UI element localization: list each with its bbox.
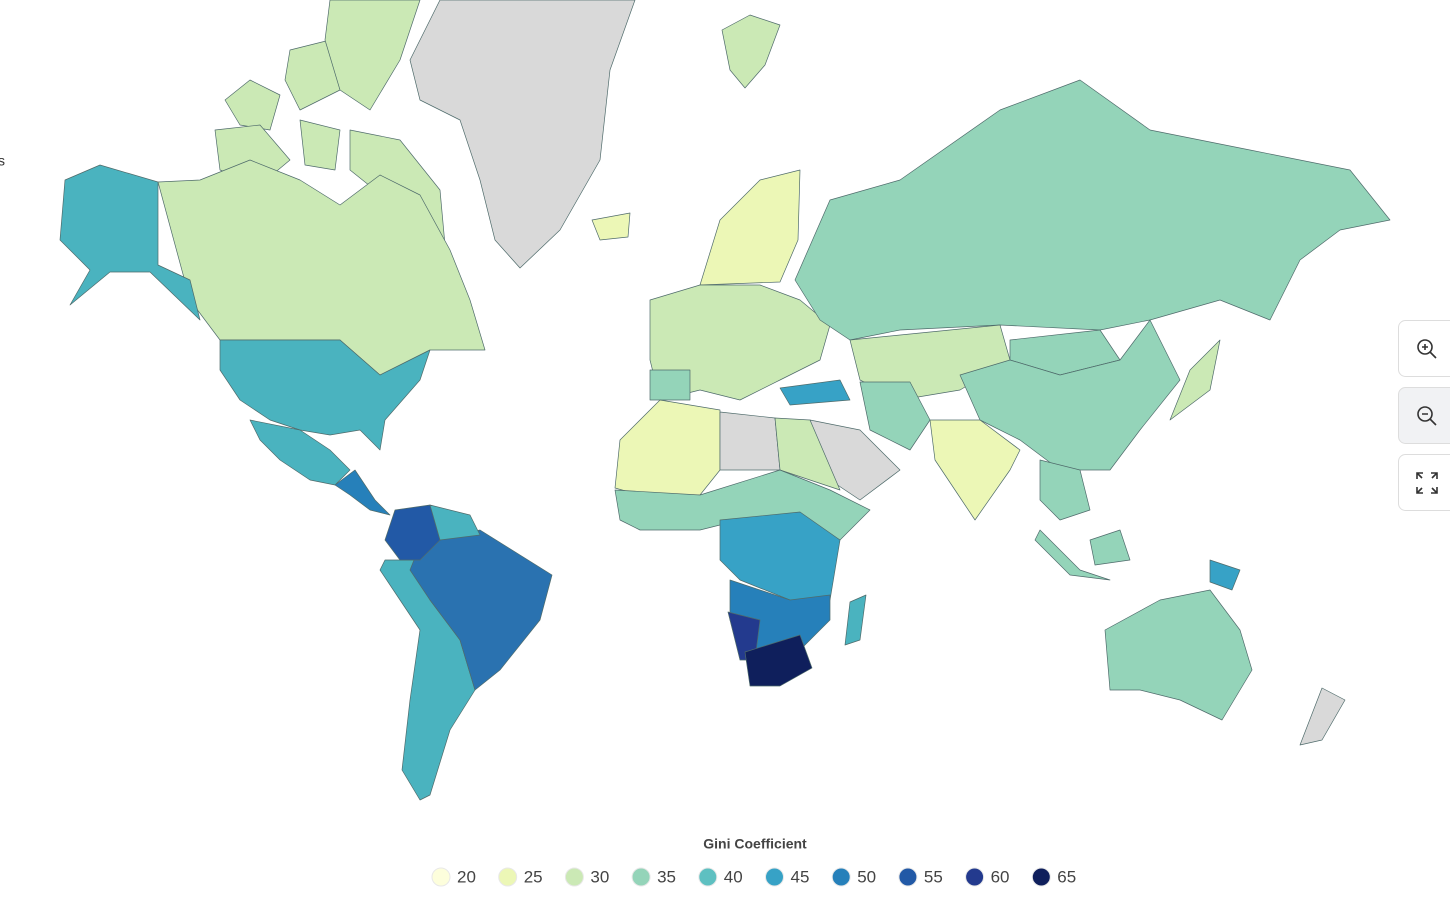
country bbox=[1034, 529, 1111, 581]
legend-label: 25 bbox=[524, 867, 543, 886]
legend-label: 30 bbox=[590, 867, 609, 886]
legend-swatch bbox=[1031, 867, 1051, 887]
country bbox=[929, 419, 1021, 521]
country bbox=[794, 79, 1391, 341]
legend-swatch bbox=[498, 867, 518, 887]
country bbox=[859, 381, 931, 451]
legend-label: 50 bbox=[857, 867, 876, 886]
country bbox=[324, 0, 421, 111]
country bbox=[1104, 589, 1253, 721]
country bbox=[721, 14, 781, 89]
legend-swatch bbox=[765, 867, 784, 887]
country bbox=[719, 411, 781, 471]
legend-label: 45 bbox=[791, 867, 810, 886]
country bbox=[284, 39, 341, 111]
country bbox=[614, 399, 721, 496]
country bbox=[1209, 559, 1241, 591]
reset-view-button[interactable] bbox=[1398, 454, 1450, 511]
country bbox=[409, 529, 553, 691]
country bbox=[219, 339, 431, 451]
country bbox=[744, 634, 813, 687]
zoom-in-button[interactable] bbox=[1398, 320, 1450, 377]
legend-swatch bbox=[431, 867, 451, 887]
country bbox=[649, 369, 691, 401]
side-text: s bbox=[0, 153, 5, 169]
legend-title: Gini Coefficient bbox=[703, 836, 807, 852]
legend-swatch bbox=[698, 867, 718, 887]
country bbox=[409, 0, 636, 269]
legend: 20 25 30 35 40 45 50 55 60 65 bbox=[431, 867, 1076, 887]
country bbox=[1299, 687, 1346, 746]
legend-label: 65 bbox=[1057, 867, 1076, 886]
legend-label: 20 bbox=[457, 867, 476, 886]
country bbox=[334, 469, 391, 516]
legend-label: 35 bbox=[657, 867, 676, 886]
legend-swatch bbox=[631, 867, 651, 887]
legend-label: 40 bbox=[724, 867, 743, 886]
country bbox=[299, 119, 341, 171]
legend-swatch bbox=[898, 867, 918, 887]
country bbox=[59, 164, 201, 321]
country bbox=[774, 417, 841, 491]
legend-swatch bbox=[564, 867, 584, 887]
country bbox=[591, 212, 631, 241]
zoom-controls bbox=[1398, 320, 1450, 511]
country bbox=[1169, 339, 1221, 421]
country bbox=[844, 594, 867, 646]
country bbox=[429, 504, 481, 541]
legend-label: 60 bbox=[991, 867, 1010, 886]
country bbox=[1089, 529, 1131, 566]
country bbox=[224, 79, 281, 131]
country bbox=[779, 379, 851, 406]
legend-label: 55 bbox=[924, 867, 943, 886]
country bbox=[1039, 459, 1091, 521]
country bbox=[959, 319, 1181, 471]
zoom-out-button[interactable] bbox=[1398, 387, 1450, 444]
country bbox=[699, 169, 801, 286]
world-map bbox=[59, 0, 1391, 801]
legend-swatch bbox=[831, 867, 851, 887]
legend-swatch bbox=[965, 867, 985, 887]
